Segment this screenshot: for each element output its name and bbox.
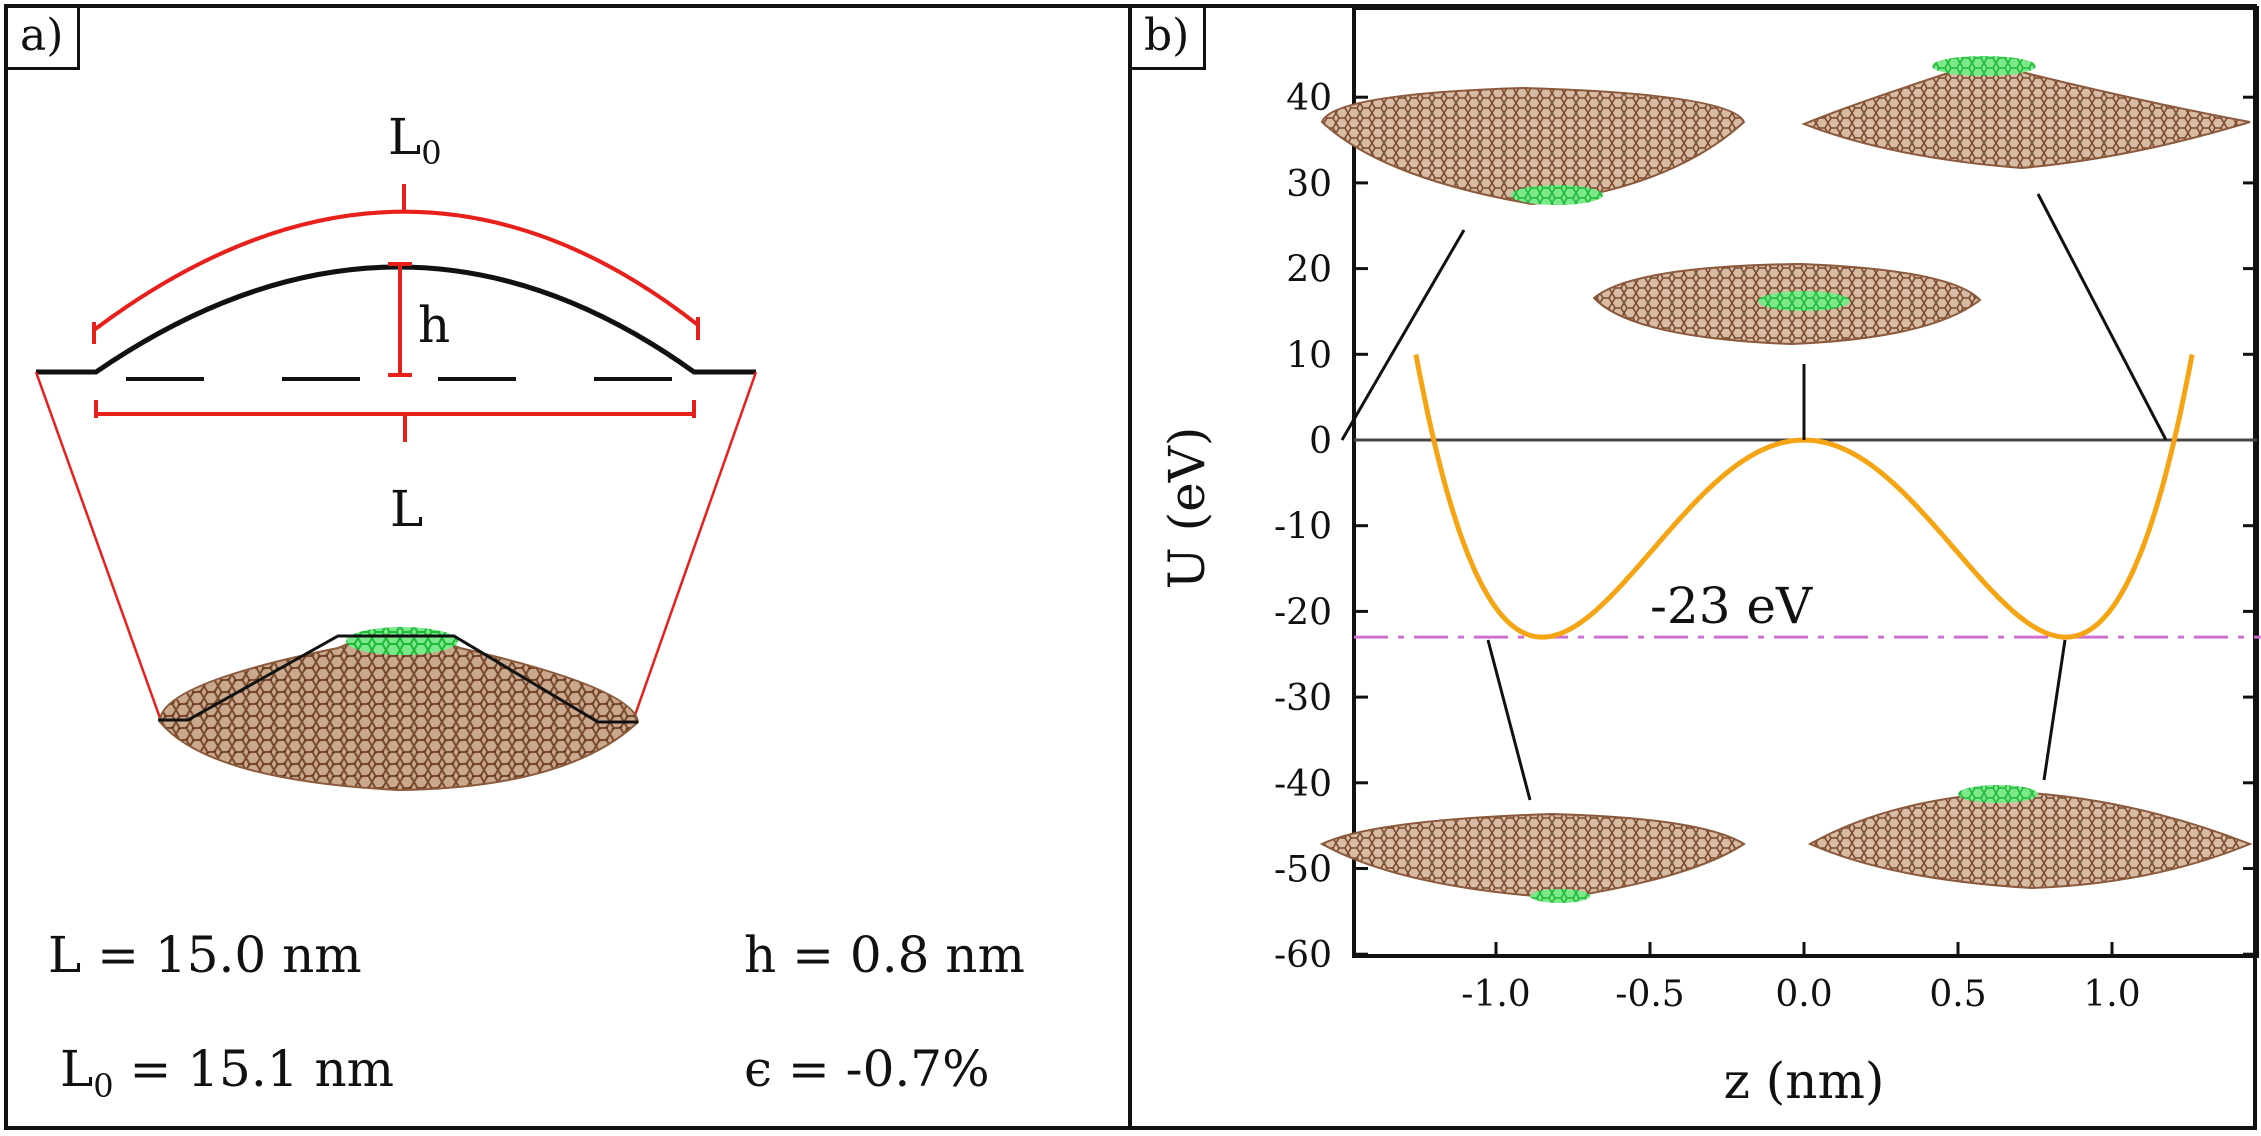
graphene-flake (158, 633, 640, 792)
inset-center (1592, 262, 1982, 440)
x-axis-label: z (nm) (1724, 1052, 1885, 1110)
l0-bracket-arc (92, 209, 700, 332)
panel-b: b) 40 30 20 10 0 -10 -20 -30 -40 -50 -60 -1.0 -0.5 0… (1128, 4, 2261, 1130)
panel-a: a) (4, 4, 1132, 1130)
inset-top-left (1320, 86, 1746, 441)
x-tick-label: -1.0 (1461, 974, 1530, 1015)
potential-chart: 40 30 20 10 0 -10 -20 -30 -40 -50 -60 -1.0 -0.5 0.0 0… (1158, 6, 2261, 1110)
y-tick-label: 20 (1286, 250, 1332, 291)
panel-a-schematic: L0 h L (34, 108, 758, 792)
y-tick-label: -10 (1274, 507, 1332, 548)
y-tick-label: -40 (1274, 764, 1332, 805)
y-tick-label: 0 (1309, 421, 1332, 462)
y-tick-label: -20 (1274, 592, 1332, 633)
l0-label: L0 (388, 108, 442, 172)
buckled-profile (36, 264, 756, 375)
h-label: h (418, 296, 450, 354)
inset-bottom-right (1807, 639, 2253, 890)
x-tick-label: 1.0 (2083, 974, 2140, 1015)
connector-left (34, 371, 162, 719)
graphene-bump-highlight (346, 627, 458, 655)
y-tick-label: -60 (1274, 935, 1332, 976)
param-epsilon: ϵ = -0.7% (744, 1040, 990, 1098)
y-tick-label: -30 (1274, 678, 1332, 719)
param-L0: L0 = 15.1 nm (60, 1040, 395, 1105)
minimum-energy-label: -23 eV (1650, 577, 1813, 635)
flake-profile-line (158, 634, 638, 724)
y-tick-label: -50 (1274, 850, 1332, 891)
inset-bottom-left (1319, 639, 1746, 903)
l-label: L (390, 480, 423, 538)
inset-top-right (1801, 56, 2251, 441)
y-tick-label: 40 (1286, 78, 1332, 119)
y-axis-label: U (eV) (1158, 427, 1216, 590)
y-tick-label: 10 (1286, 335, 1332, 376)
panel-b-label: b) (1132, 8, 1207, 70)
y-tick-label: 30 (1286, 164, 1332, 205)
panel-a-label: a) (8, 8, 81, 70)
x-tick-label: 0.0 (1775, 974, 1832, 1015)
x-axis-ticks: -1.0 -0.5 0.0 0.5 1.0 (1461, 942, 2141, 1015)
x-tick-label: 0.5 (1929, 974, 1986, 1015)
y-axis-ticks: 40 30 20 10 0 -10 -20 -30 -40 -50 -60 (1274, 78, 2257, 976)
connector-right (632, 371, 758, 719)
param-h: h = 0.8 nm (744, 926, 1025, 984)
x-tick-label: -0.5 (1615, 974, 1684, 1015)
param-L: L = 15.0 nm (48, 926, 362, 984)
